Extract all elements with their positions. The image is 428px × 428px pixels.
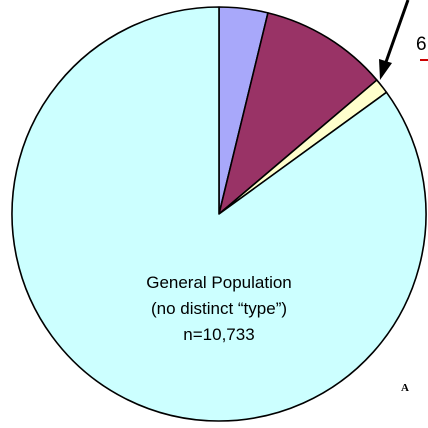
annotation-arrow-head <box>379 59 392 80</box>
slice-label-general-population-line2: (no distinct “type”) <box>151 299 287 318</box>
pie-slices <box>11 6 427 422</box>
slice-label-general-population-line1: General Population <box>146 273 292 292</box>
pie-slice-4 <box>11 6 427 422</box>
annotation-arrow-shaft <box>384 0 410 63</box>
cut-off-annotation-letter: A <box>401 382 409 394</box>
cut-off-annotation-number: 6 <box>416 34 427 55</box>
pie-slice-2 <box>218 12 378 215</box>
annotation-arrow <box>379 0 410 80</box>
slice-label-general-population-line3: n=10,733 <box>183 325 254 344</box>
